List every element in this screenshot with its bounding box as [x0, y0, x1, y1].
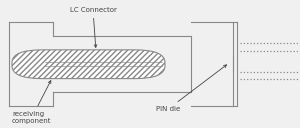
Text: LC Connector: LC Connector: [70, 7, 116, 47]
Text: receiving
component: receiving component: [12, 81, 52, 124]
Text: PIN die: PIN die: [156, 65, 226, 112]
FancyBboxPatch shape: [12, 50, 165, 79]
